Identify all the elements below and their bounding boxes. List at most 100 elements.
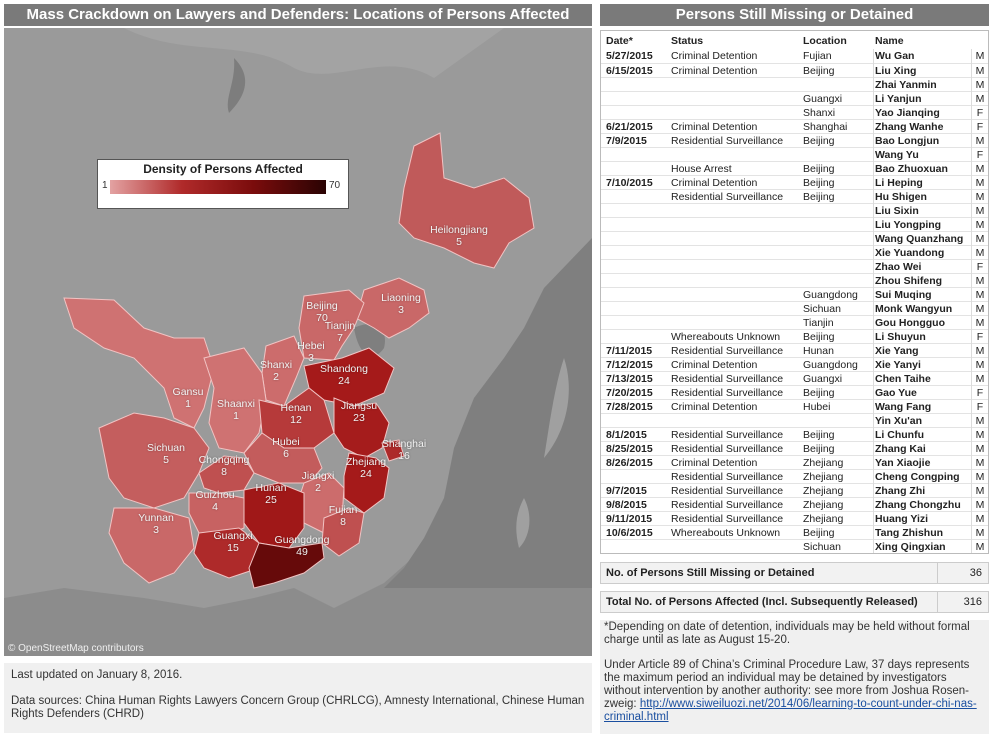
table-row[interactable]: 6/21/2015 Criminal Detention Shanghai Zhang… xyxy=(601,119,988,133)
table-row[interactable]: 8/25/2015 Residential Surveillance Beijing… xyxy=(601,441,988,455)
table-row[interactable]: Zhai Yanmin M xyxy=(601,77,988,91)
province-label-gansu[interactable]: Gansu 1 xyxy=(158,386,218,410)
header-name[interactable]: Name xyxy=(875,35,904,47)
table-row[interactable]: 9/8/2015 Residential Surveillance Zhejiang… xyxy=(601,497,988,511)
source-link[interactable]: http://www.siweiluozi.net/2014/06/learni… xyxy=(604,698,977,723)
cell-date: 10/6/2015 xyxy=(606,527,653,539)
table-row[interactable]: 7/12/2015 Criminal Detention Guangdong Xie … xyxy=(601,357,988,371)
province-label-shaanxi[interactable]: Shaanxi 1 xyxy=(206,398,266,422)
province-label-guangdong[interactable]: Guangdong 49 xyxy=(272,534,332,558)
table-row[interactable]: 7/11/2015 Residential Surveillance Hunan Xi… xyxy=(601,343,988,357)
table-row[interactable]: 6/15/2015 Criminal Detention Beijing Liu Xi… xyxy=(601,63,988,77)
province-label-henan[interactable]: Henan 12 xyxy=(266,402,326,426)
table-row[interactable]: Shanxi Yao Jianqing F xyxy=(601,105,988,119)
province-heilongjiang[interactable] xyxy=(398,132,535,269)
header-status[interactable]: Status xyxy=(671,35,704,47)
table-row[interactable]: 7/20/2015 Residential Surveillance Beijing… xyxy=(601,385,988,399)
table-row[interactable]: 10/6/2015 Whereabouts Unknown Beijing Tang … xyxy=(601,525,988,539)
province-label-shanghai[interactable]: Shanghai 16 xyxy=(374,438,434,462)
province-hunan[interactable] xyxy=(243,482,305,549)
table-row[interactable]: 9/7/2015 Residential Surveillance Zhejiang… xyxy=(601,483,988,497)
province-label-heilongjiang[interactable]: Heilongjiang 5 xyxy=(429,224,489,248)
province-label-hebei[interactable]: Hebei 3 xyxy=(281,340,341,364)
province-label-guizhou[interactable]: Guizhou 4 xyxy=(185,489,245,513)
cell-location: Guangxi xyxy=(803,93,843,105)
province-label-hubei[interactable]: Hubei 6 xyxy=(256,436,316,460)
province-name: Liaoning xyxy=(381,292,421,304)
cell-date: 8/1/2015 xyxy=(606,429,647,441)
table-row[interactable]: 8/26/2015 Criminal Detention Zhejiang Yan X… xyxy=(601,455,988,469)
total-label: Total No. of Persons Affected (Incl. Sub… xyxy=(606,596,918,608)
cell-gender: M xyxy=(975,93,985,105)
table-row[interactable]: Wang Quanzhang M xyxy=(601,231,988,245)
bohai-sea xyxy=(354,324,385,357)
cell-date: 9/8/2015 xyxy=(606,499,647,511)
province-hebei[interactable] xyxy=(298,289,365,361)
table-row[interactable]: Guangdong Sui Muqing M xyxy=(601,287,988,301)
table-row[interactable]: Whereabouts Unknown Beijing Li Shuyun F xyxy=(601,329,988,343)
table-row[interactable]: Xie Yuandong M xyxy=(601,245,988,259)
province-label-tianjin[interactable]: Tianjin 7 xyxy=(310,320,370,344)
province-label-sichuan[interactable]: Sichuan 5 xyxy=(136,442,196,466)
table-row[interactable]: Tianjin Gou Hongguo M xyxy=(601,315,988,329)
province-label-beijing[interactable]: Beijing 70 xyxy=(292,300,352,324)
province-label-shanxi[interactable]: Shanxi 2 xyxy=(246,359,306,383)
cell-location: Beijing xyxy=(803,443,835,455)
province-label-liaoning[interactable]: Liaoning 3 xyxy=(371,292,431,316)
cell-gender: M xyxy=(975,65,985,77)
province-label-yunnan[interactable]: Yunnan 3 xyxy=(126,512,186,536)
header-date[interactable]: Date* xyxy=(606,35,633,47)
table-row[interactable]: Sichuan Xing Qingxian M xyxy=(601,539,988,553)
province-shaanxi[interactable] xyxy=(203,347,267,454)
table-row[interactable]: Wang Yu F xyxy=(601,147,988,161)
province-yunnan[interactable] xyxy=(108,507,195,584)
table-row[interactable]: 7/10/2015 Criminal Detention Beijing Li Hep… xyxy=(601,175,988,189)
province-guangxi[interactable] xyxy=(193,527,260,579)
province-gansu[interactable] xyxy=(63,297,215,429)
cell-name: Tang Zhishun xyxy=(875,527,944,539)
province-name: Heilongjiang xyxy=(430,224,488,236)
province-count: 2 xyxy=(273,371,279,383)
table-row[interactable]: 7/28/2015 Criminal Detention Hubei Wang Fan… xyxy=(601,399,988,413)
province-shanghai[interactable] xyxy=(381,439,405,462)
cell-location: Fujian xyxy=(803,50,832,62)
detention-table[interactable]: Date* Status Location Name 5/27/2015 Crim… xyxy=(600,30,989,554)
table-row[interactable]: 8/1/2015 Residential Surveillance Beijing L… xyxy=(601,427,988,441)
table-row[interactable]: House Arrest Beijing Bao Zhuoxuan M xyxy=(601,161,988,175)
province-guangdong[interactable] xyxy=(248,542,325,589)
map-credit[interactable]: © OpenStreetMap contributors xyxy=(8,643,144,654)
province-label-fujian[interactable]: Fujian 8 xyxy=(313,504,373,528)
province-hubei[interactable] xyxy=(243,432,323,484)
table-row[interactable]: Guangxi Li Yanjun M xyxy=(601,91,988,105)
table-row[interactable]: Residential Surveillance Beijing Hu Shigen… xyxy=(601,189,988,203)
cell-status: Residential Surveillance xyxy=(671,345,784,357)
table-row[interactable]: 5/27/2015 Criminal Detention Fujian Wu Gan M xyxy=(601,49,988,63)
table-row[interactable]: Zhao Wei F xyxy=(601,259,988,273)
province-label-jiangxi[interactable]: Jiangxi 2 xyxy=(288,470,348,494)
cell-gender: M xyxy=(975,163,985,175)
province-jiangsu[interactable] xyxy=(333,397,390,459)
table-row[interactable]: Residential Surveillance Zhejiang Cheng Co… xyxy=(601,469,988,483)
province-label-jiangsu[interactable]: Jiangsu 23 xyxy=(329,400,389,424)
table-row[interactable]: Zhou Shifeng M xyxy=(601,273,988,287)
province-liaoning[interactable] xyxy=(355,277,430,339)
table-row[interactable]: Yin Xu'an M xyxy=(601,413,988,427)
header-location[interactable]: Location xyxy=(803,35,847,47)
province-label-chongqing[interactable]: Chongqing 8 xyxy=(194,454,254,478)
province-chongqing[interactable] xyxy=(198,455,255,494)
province-label-shandong[interactable]: Shandong 24 xyxy=(314,363,374,387)
province-label-hunan[interactable]: Hunan 25 xyxy=(241,482,301,506)
table-row[interactable]: Sichuan Monk Wangyun M xyxy=(601,301,988,315)
province-label-zhejiang[interactable]: Zhejiang 24 xyxy=(336,456,396,480)
cell-gender: F xyxy=(976,401,984,413)
table-row[interactable]: 7/13/2015 Residential Surveillance Guangxi… xyxy=(601,371,988,385)
province-label-guangxi[interactable]: Guangxi 15 xyxy=(203,530,263,554)
table-row[interactable]: Liu Yongping M xyxy=(601,217,988,231)
table-row[interactable]: Liu Sixin M xyxy=(601,203,988,217)
total-value: 316 xyxy=(963,596,982,608)
province-zhejiang[interactable] xyxy=(343,452,390,514)
cell-gender: M xyxy=(975,247,985,259)
table-row[interactable]: 9/11/2015 Residential Surveillance Zhejian… xyxy=(601,511,988,525)
table-row[interactable]: 7/9/2015 Residential Surveillance Beijing B… xyxy=(601,133,988,147)
choropleth-map[interactable]: Heilongjiang 5 Beijing 70 Tianjin 7 Liaoning 3 H… xyxy=(4,28,592,656)
